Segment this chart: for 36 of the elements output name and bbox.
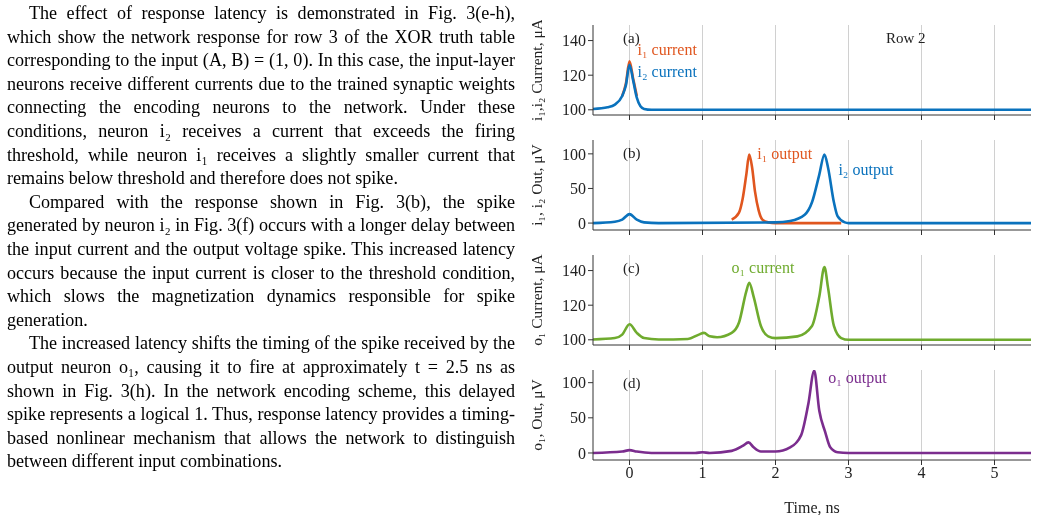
y-axis-title: i₁,i₂ Current, μA — [527, 18, 545, 121]
annotation: (a) — [623, 30, 640, 46]
x-tick-label: 2 — [771, 464, 780, 482]
y-tick-label: 100 — [562, 101, 586, 119]
y-tick-label: 0 — [578, 444, 586, 462]
y-tick-label: 0 — [578, 214, 586, 232]
y-tick-label: 120 — [562, 296, 586, 314]
y-axis-title: i₁, i₂ Out, μV — [527, 143, 545, 226]
y-axis-title: o₁ Current, μA — [527, 253, 545, 346]
x-tick-label: 1 — [698, 464, 707, 482]
x-tick-label: 4 — [917, 464, 926, 482]
annotation: (c) — [623, 260, 640, 277]
annotation: (b) — [623, 145, 641, 162]
annotation: Row 2 — [886, 30, 926, 47]
y-axis-title: o₁, Out, μV — [527, 378, 545, 451]
x-tick-label: 0 — [625, 464, 634, 482]
y-tick-label: 100 — [562, 145, 586, 163]
y-tick-label: 100 — [562, 331, 586, 349]
x-tick-label: 5 — [990, 464, 999, 482]
text: Compared with the response shown in Fig. 3(b), the spike generated by neuron i₂ in Fig. 3(f) occurs with a longer delay between the input current and the output voltage spike. This increased latency occurs because the input current is closer to the threshold condition, which slows the magnetization dynamics responsible for spike generation. — [7, 190, 515, 332]
series-label: o₁ current — [731, 259, 795, 277]
series-label: i₂ current — [637, 62, 698, 80]
x-tick-label: 3 — [844, 464, 853, 482]
series-label: o₁ output — [828, 368, 888, 387]
annotation: (d) — [623, 375, 641, 392]
y-tick-label: 140 — [562, 32, 586, 50]
x-axis-title: Time, ns — [784, 499, 840, 516]
y-tick-label: 50 — [570, 409, 586, 427]
text: The effect of response latency is demonstrated in Fig. 3(e-h), which show the network response for row 3 of the XOR truth table corresponding to the input (A, B) = (1, 0). In this case, the input-layer neurons receive different currents due to the trained synaptic weights connecting the encoding neurons to the network. Under these conditions, neuron i₂ receives a current that exceeds the firing threshold, while neuron i₁ receives a slightly smaller current that remains below threshold and therefore does not spike. — [7, 2, 515, 191]
y-tick-label: 120 — [562, 66, 586, 84]
text: The increased latency shifts the timing of the spike received by the output neuron o₁, causing it to fire at approximately t = 2.5 ns as shown in Fig. 3(h). In the network encoding scheme, this delayed spike represents a logical 1. Thus, response latency provides a timing-based nonlinear mechanism that allows the network to distinguish between different input combinations. — [7, 332, 515, 474]
series-label: i₁ output — [757, 144, 813, 163]
y-tick-label: 140 — [562, 262, 586, 280]
y-tick-label: 50 — [570, 180, 586, 198]
series-label: i₂ output — [838, 160, 894, 179]
y-tick-label: 100 — [562, 374, 586, 392]
